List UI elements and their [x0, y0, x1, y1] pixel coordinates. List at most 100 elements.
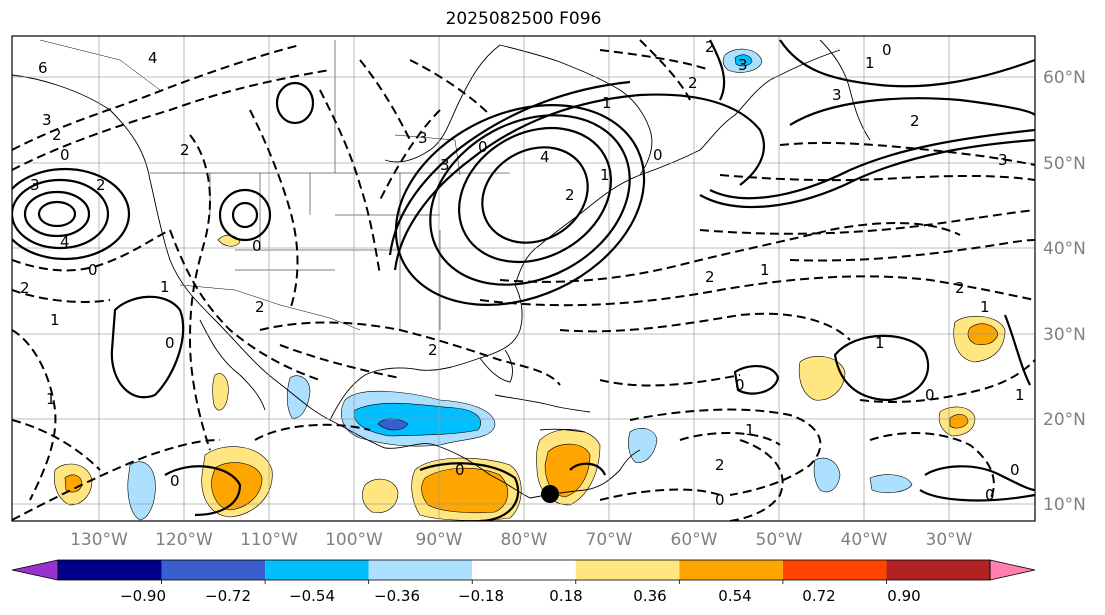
colorbar-tick: −0.72 — [205, 587, 251, 605]
contour-label: 2 — [52, 126, 62, 144]
contour-label: 3 — [832, 86, 842, 104]
contour-label: 1 — [160, 278, 170, 296]
map-frame — [11, 35, 1036, 522]
contour-label: 3 — [42, 111, 52, 129]
contour-label: 4 — [60, 233, 70, 251]
contour-label: 3 — [440, 156, 450, 174]
coastlines — [12, 39, 871, 499]
contour-label: 1 — [865, 54, 875, 72]
contour-label: 3 — [418, 129, 428, 147]
contour-label: 6 — [38, 59, 48, 77]
contours-positive — [12, 39, 1035, 521]
contour-label: 3 — [998, 151, 1008, 169]
lon-label: 40°W — [841, 530, 888, 550]
colorbar-tick: −0.18 — [458, 587, 504, 605]
map-title: 2025082500 F096 — [445, 9, 602, 29]
colorbar-ticks: −0.90 −0.72 −0.54 −0.36 −0.18 0.18 0.36 … — [120, 587, 921, 605]
contour-label: 1 — [46, 390, 56, 408]
lon-label: 50°W — [756, 530, 803, 550]
colorbar-segment — [472, 560, 576, 580]
lat-label: 20°N — [1043, 410, 1086, 430]
lon-label: 110°W — [240, 530, 298, 550]
colorbar-segment — [161, 560, 266, 580]
lat-label: 60°N — [1043, 68, 1086, 88]
colorbar-segment — [575, 560, 680, 580]
contour-label: 1 — [602, 94, 612, 112]
colorbar-tick: −0.54 — [289, 587, 335, 605]
lon-label: 130°W — [70, 530, 128, 550]
contour-label: 2 — [20, 279, 30, 297]
lon-label: 30°W — [926, 530, 973, 550]
colorbar-tick: −0.90 — [120, 587, 166, 605]
colorbar-extend-high — [989, 559, 1036, 581]
colorbar-segment — [886, 560, 990, 580]
contour-label: 4 — [148, 49, 158, 67]
contour-label: 0 — [985, 486, 995, 504]
contour-label: 2 — [96, 176, 106, 194]
latitude-labels: 60°N 50°N 40°N 30°N 20°N 10°N — [1043, 68, 1086, 515]
lon-label: 70°W — [586, 530, 633, 550]
colorbar-tick: 0.72 — [802, 587, 835, 605]
colorbar-segment — [368, 560, 473, 580]
contour-label: 2 — [910, 112, 920, 130]
contour-label: 0 — [170, 472, 180, 490]
lat-label: 40°N — [1043, 239, 1086, 259]
colorbar-segment — [782, 560, 887, 580]
map-area — [12, 36, 1035, 521]
colorbar-segment — [58, 560, 162, 580]
contour-label: 2 — [428, 341, 438, 359]
colorbar-tick: −0.36 — [374, 587, 420, 605]
contour-label: 1 — [1015, 386, 1025, 404]
contour-label: 0 — [653, 146, 663, 164]
contour-label: 0 — [455, 461, 465, 479]
contour-label: 1 — [760, 261, 770, 279]
contour-label: 1 — [600, 166, 610, 184]
contour-label: 0 — [478, 138, 488, 156]
contour-label: 2 — [715, 456, 725, 474]
contour-label: 0 — [88, 261, 98, 279]
lon-label: 120°W — [155, 530, 213, 550]
contour-label: 1 — [980, 298, 990, 316]
contour-label: 1 — [875, 334, 885, 352]
colorbar-tick: 0.36 — [633, 587, 666, 605]
lon-label: 60°W — [671, 530, 718, 550]
colorbar-tick: 0.54 — [718, 587, 751, 605]
colorbar-border — [57, 559, 991, 581]
contours-negative — [12, 39, 1035, 521]
lat-label: 10°N — [1043, 495, 1086, 515]
contour-label: 0 — [715, 491, 725, 509]
lon-label: 90°W — [416, 530, 463, 550]
lat-label: 30°N — [1043, 325, 1086, 345]
contour-label: 0 — [60, 146, 70, 164]
contour-label: 4 — [540, 148, 550, 166]
contour-label: 2 — [255, 298, 265, 316]
lat-label: 50°N — [1043, 154, 1086, 174]
contour-label: 3 — [30, 176, 40, 194]
contour-label: 3 — [738, 56, 748, 74]
lon-label: 80°W — [501, 530, 548, 550]
location-marker — [541, 485, 559, 503]
contour-labels: 6 4 3 2 0 3 4 0 0 2 1 0 2 3 2 1 0 4 2 1 … — [20, 38, 1025, 509]
contour-label: 0 — [165, 334, 175, 352]
contour-label: 2 — [565, 186, 575, 204]
contour-label: 0 — [1010, 461, 1020, 479]
contour-label: 0 — [735, 376, 745, 394]
contour-label: 1 — [50, 311, 60, 329]
colorbar — [11, 559, 1036, 584]
contour-label: 0 — [252, 237, 262, 255]
contour-label: 2 — [688, 74, 698, 92]
contour-label: 0 — [925, 386, 935, 404]
longitude-labels: 130°W 120°W 110°W 100°W 90°W 80°W 70°W 6… — [70, 530, 973, 550]
contour-label: 2 — [180, 141, 190, 159]
colorbar-tick: 0.90 — [887, 587, 920, 605]
colorbar-extend-low — [11, 559, 59, 581]
contour-label: 0 — [882, 41, 892, 59]
contour-label: 1 — [745, 421, 755, 439]
contour-label: 2 — [705, 268, 715, 286]
colorbar-tick: 0.18 — [549, 587, 582, 605]
lon-label: 100°W — [325, 530, 383, 550]
colorbar-segment — [679, 560, 783, 580]
contour-label: 2 — [955, 279, 965, 297]
colorbar-segment — [265, 560, 369, 580]
